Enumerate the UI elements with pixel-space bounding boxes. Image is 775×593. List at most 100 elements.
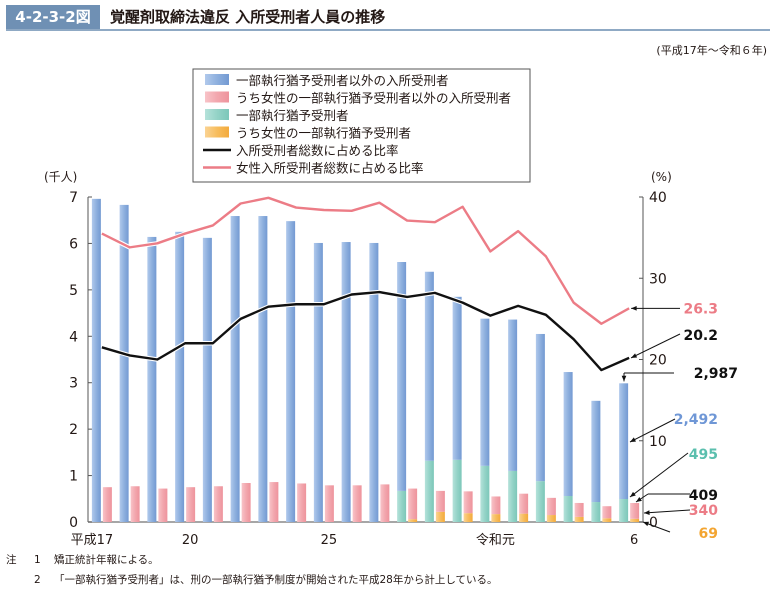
bar-pink xyxy=(435,490,445,512)
bar-teal xyxy=(424,460,434,522)
figure-title: 覚醒剤取締法違反 入所受刑者人員の推移 xyxy=(110,8,386,26)
bar-orange xyxy=(519,513,529,522)
notes: 注 1 矯正統計年報による。 2 「一部執行猶予受刑者」は、刑の一部執行猶予制度が開始… xyxy=(6,550,498,590)
annotation-pink: 340 xyxy=(689,503,718,519)
annotation-arrow-orange-head xyxy=(643,521,649,527)
left-tick-label: 6 xyxy=(69,236,78,252)
bar-pink xyxy=(269,482,279,522)
note-prefix: 注 xyxy=(6,554,17,566)
bar-pink xyxy=(519,493,529,514)
bar-pink xyxy=(630,503,640,519)
note-1: 注 1 矯正統計年報による。 xyxy=(6,550,498,570)
bar-pink xyxy=(241,483,251,522)
right-tick-label: 20 xyxy=(649,353,667,369)
annotation-arrow-pink xyxy=(643,509,691,514)
legend-label: 一部執行猶予受刑者以外の入所受刑者 xyxy=(236,73,449,88)
annotation-arrow-total-ratio xyxy=(630,333,681,359)
bar-pink xyxy=(408,488,418,520)
bar-pink xyxy=(380,484,390,522)
bar-blue xyxy=(341,242,351,523)
note-2: 2 「一部執行猶予受刑者」は、刑の一部執行猶予制度が開始された平成28年から計上し… xyxy=(6,570,498,590)
annotation-arrow-female-total-down-head xyxy=(636,496,642,503)
bar-blue xyxy=(313,242,323,522)
annotation-female-total: 409 xyxy=(689,488,718,504)
bar-pink xyxy=(158,488,168,522)
bar-blue xyxy=(147,236,157,522)
bar-blue xyxy=(175,231,185,523)
period-label: (平成17年〜令和６年) xyxy=(656,44,767,57)
bar-blue xyxy=(424,271,434,461)
x-tick-label: 20 xyxy=(182,533,199,548)
legend-label: 一部執行猶予受刑者 xyxy=(236,108,349,123)
x-tick-label: 6 xyxy=(630,533,638,548)
bar-orange xyxy=(463,513,473,522)
note-text: 矯正統計年報による。 xyxy=(54,554,159,566)
annotation-arrow-total-ratio-head xyxy=(631,353,638,358)
annotation-teal: 495 xyxy=(689,447,718,463)
line-total-ratio xyxy=(101,290,630,372)
left-tick-label: 5 xyxy=(69,283,78,299)
annotation-arrow-teal-head xyxy=(630,491,636,498)
bar-teal xyxy=(591,502,601,522)
right-tick-label: 0 xyxy=(649,515,658,531)
left-tick-label: 1 xyxy=(69,469,78,485)
left-tick-label: 2 xyxy=(69,422,78,438)
legend-label: うち女性の一部執行猶予受刑者以外の入所受刑者 xyxy=(236,91,511,106)
bar-orange xyxy=(546,515,556,522)
right-axis-label: (%) xyxy=(651,170,672,184)
bar-teal xyxy=(535,481,545,522)
x-tick-label: 平成17 xyxy=(71,533,114,548)
legend-label: うち女性の一部執行猶予受刑者 xyxy=(236,126,411,141)
annotation-total-ratio: 20.2 xyxy=(683,328,718,344)
left-tick-label: 3 xyxy=(69,376,78,392)
bar-pink xyxy=(130,486,140,522)
bar-pink xyxy=(463,491,473,514)
bar-blue xyxy=(230,216,240,523)
bar-pink xyxy=(602,506,612,519)
legend-swatch xyxy=(205,126,229,138)
bar-blue xyxy=(119,204,129,522)
bar-teal xyxy=(619,499,629,522)
annotation-arrow-blue-head xyxy=(630,437,636,442)
annotation-arrow-teal xyxy=(629,452,689,498)
bar-teal xyxy=(480,465,490,522)
bar-blue xyxy=(258,216,268,523)
bar-orange xyxy=(630,518,640,522)
bar-teal xyxy=(452,459,462,522)
figure-header: 4-2-3-2図 覚醒剤取締法違反 入所受刑者人員の推移 xyxy=(6,5,770,31)
bar-orange xyxy=(574,516,584,522)
bar-blue xyxy=(619,383,629,500)
lines xyxy=(100,195,631,373)
note-number: 1 xyxy=(34,554,41,566)
bar-pink xyxy=(491,496,501,515)
annotation-arrow-female-ratio-head xyxy=(631,305,637,311)
bar-pink xyxy=(102,487,112,522)
bar-blue xyxy=(535,333,545,482)
legend-swatch xyxy=(205,74,229,85)
bar-blue xyxy=(508,319,518,471)
bar-orange xyxy=(435,511,445,522)
bar-orange xyxy=(408,519,418,522)
left-tick-label: 4 xyxy=(69,329,78,345)
annotation-arrow-pink-head xyxy=(644,510,650,515)
bars xyxy=(91,198,640,523)
legend: 一部執行猶予受刑者以外の入所受刑者うち女性の一部執行猶予受刑者以外の入所受刑者一… xyxy=(192,68,531,183)
bar-orange xyxy=(602,518,612,522)
note-text: 「一部執行猶予受刑者」は、刑の一部執行猶予制度が開始された平成28年から計上して… xyxy=(54,574,498,586)
x-tick-label: 令和元 xyxy=(476,533,515,548)
bar-blue xyxy=(286,221,296,522)
bar-blue xyxy=(480,318,490,466)
right-tick-label: 10 xyxy=(649,434,667,450)
legend-label: 女性入所受刑者総数に占める比率 xyxy=(236,161,424,176)
x-tick-label: 25 xyxy=(321,533,338,548)
left-tick-label: 0 xyxy=(69,515,78,531)
right-tick-label: 40 xyxy=(649,190,667,206)
bar-pink xyxy=(574,502,584,517)
legend-swatch xyxy=(205,91,229,103)
annotation-female-ratio: 26.3 xyxy=(683,301,718,317)
legend-swatch xyxy=(205,109,229,120)
left-axis-label: (千人) xyxy=(44,170,77,184)
bar-orange xyxy=(491,514,501,522)
bar-pink xyxy=(186,487,196,522)
